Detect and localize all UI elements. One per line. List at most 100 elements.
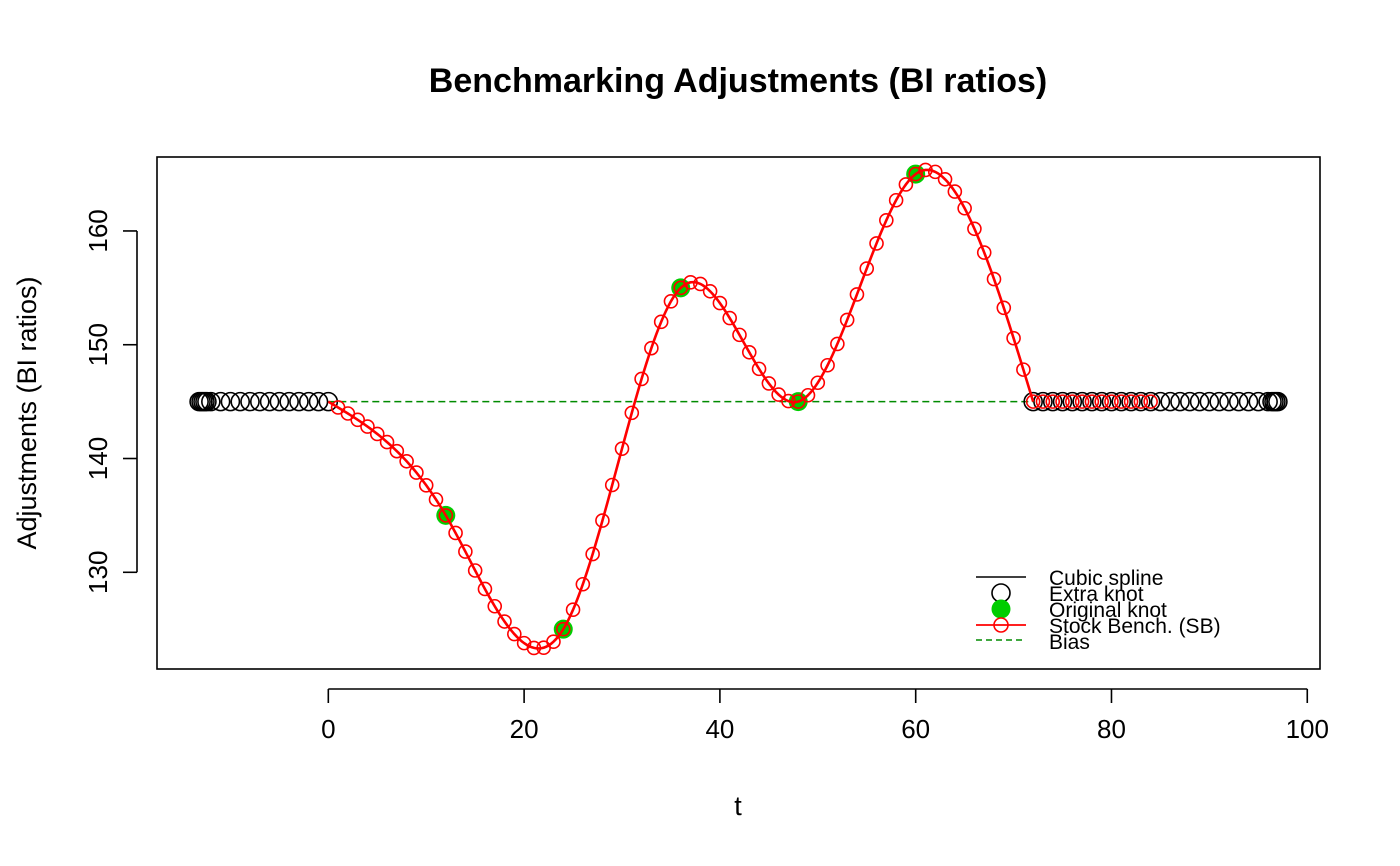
- extra-knot-point: [1170, 391, 1190, 412]
- legend-extra-knot-swatch: [991, 583, 1011, 603]
- stock-bench-point: [702, 283, 718, 299]
- stock-bench-point: [1006, 330, 1021, 346]
- extra-knot-point: [1238, 391, 1259, 412]
- x-tick-label: 0: [321, 714, 335, 744]
- stock-bench-point: [1074, 394, 1090, 409]
- stock-bench-point: [839, 312, 855, 328]
- y-tick-label: 130: [83, 551, 113, 594]
- extra-knot-point: [308, 391, 329, 412]
- stock-bench-point: [467, 563, 483, 578]
- stock-bench-point: [712, 295, 728, 311]
- stock-bench-point: [497, 614, 512, 629]
- extra-knot-point: [269, 391, 290, 412]
- extra-knot-point: [1150, 391, 1171, 412]
- stock-bench-point: [947, 184, 963, 199]
- stock-bench-point: [800, 387, 816, 403]
- stock-bench-point: [879, 212, 894, 228]
- stock-bench-point: [653, 314, 669, 330]
- plot-frame: [156, 156, 1321, 670]
- x-axis-label: t: [734, 791, 742, 821]
- stock-bench-point: [595, 513, 610, 528]
- stock-bench-point: [722, 310, 737, 326]
- stock-bench-point: [761, 376, 777, 391]
- stock-bench-point: [859, 261, 875, 276]
- x-axis: 0 20 40 60 80 100: [321, 688, 1329, 744]
- stock-bench-point: [644, 340, 659, 356]
- stock-bench-point: [1123, 394, 1139, 409]
- stock-bench-point: [781, 393, 796, 409]
- legend-label-extra-knot: Extra knot: [1049, 583, 1144, 606]
- stock-bench-point: [507, 626, 522, 642]
- extra-knot-point: [1091, 391, 1112, 412]
- stock-bench-point: [389, 443, 405, 459]
- stock-bench-point: [976, 245, 992, 260]
- x-tick-label: 100: [1286, 714, 1329, 744]
- stock-bench-point: [350, 412, 365, 428]
- x-tick-label: 40: [705, 714, 734, 744]
- extra-knot-point: [1140, 391, 1161, 412]
- stock-bench-point: [751, 361, 767, 377]
- cubic-spline-line: [327, 168, 1035, 650]
- legend: Cubic spline Extra knot Original knot St…: [976, 567, 1221, 654]
- extra-knot-point: [1219, 391, 1239, 412]
- y-tick-label: 150: [83, 323, 113, 366]
- stock-bench-point: [908, 166, 923, 182]
- extra-knot-point: [289, 391, 309, 412]
- extra-knot-point: [1179, 391, 1200, 412]
- extra-knot-point: [220, 391, 241, 412]
- extra-knot-point: [259, 391, 280, 412]
- stock-bench-point: [604, 477, 620, 493]
- legend-label-bias: Bias: [1049, 631, 1090, 654]
- stock-bench-point: [810, 375, 826, 391]
- extra-knot-point: [1052, 391, 1073, 412]
- extra-knot-point: [1042, 391, 1063, 412]
- stock-bench-point: [957, 200, 972, 216]
- stock-bench-point: [741, 344, 757, 360]
- stock-bench-point: [1016, 362, 1031, 377]
- stock-bench-point: [967, 221, 982, 237]
- extra-knot-point: [1062, 391, 1083, 412]
- extra-knot-point: [298, 391, 319, 412]
- extra-knot-point: [279, 391, 299, 412]
- stock-bench-point: [1143, 394, 1158, 409]
- extra-knot-point: [1033, 391, 1053, 412]
- stock-bench-point: [399, 453, 414, 469]
- extra-knot-point: [1209, 391, 1229, 412]
- stock-bench-point: [624, 405, 640, 421]
- extra-knot-point: [1189, 391, 1210, 412]
- stock-bench-point: [937, 171, 953, 187]
- extra-knot-point: [1023, 391, 1043, 412]
- stock-bench-point: [448, 525, 463, 541]
- stock-bench-point: [555, 621, 571, 637]
- stock-bench-point: [820, 357, 835, 373]
- stock-bench-point: [732, 327, 747, 343]
- stock-bench-point: [927, 164, 943, 180]
- extra-knot-point: [230, 391, 251, 412]
- y-axis: 130 140 150 160: [83, 209, 138, 594]
- stock-bench-point: [663, 294, 679, 309]
- extra-knot-point: [1131, 391, 1151, 412]
- stock-bench-point: [369, 426, 385, 442]
- stock-bench-point: [1133, 394, 1149, 409]
- extra-knot-point: [1199, 391, 1220, 412]
- stock-bench-point: [575, 576, 591, 592]
- stock-bench-point: [693, 276, 708, 292]
- stock-bench-point: [918, 162, 933, 178]
- stock-bench-point: [428, 492, 444, 507]
- x-tick-label: 60: [901, 714, 930, 744]
- y-tick-label: 160: [83, 209, 113, 252]
- plot-area: [189, 162, 1288, 656]
- stock-bench-point: [1113, 394, 1129, 409]
- y-axis-label: Adjustments (BI ratios): [12, 276, 42, 549]
- y-tick-label: 140: [83, 437, 113, 480]
- extra-knot-point: [1160, 391, 1181, 412]
- stock-bench-point: [830, 336, 845, 352]
- stock-bench-point: [1104, 394, 1119, 409]
- stock-bench-point: [458, 544, 473, 559]
- stock-bench-point: [1094, 394, 1109, 409]
- x-tick-label: 80: [1097, 714, 1126, 744]
- stock-bench-point: [409, 465, 424, 480]
- stock-bench-point: [849, 287, 865, 302]
- stock-bench-point: [888, 192, 904, 208]
